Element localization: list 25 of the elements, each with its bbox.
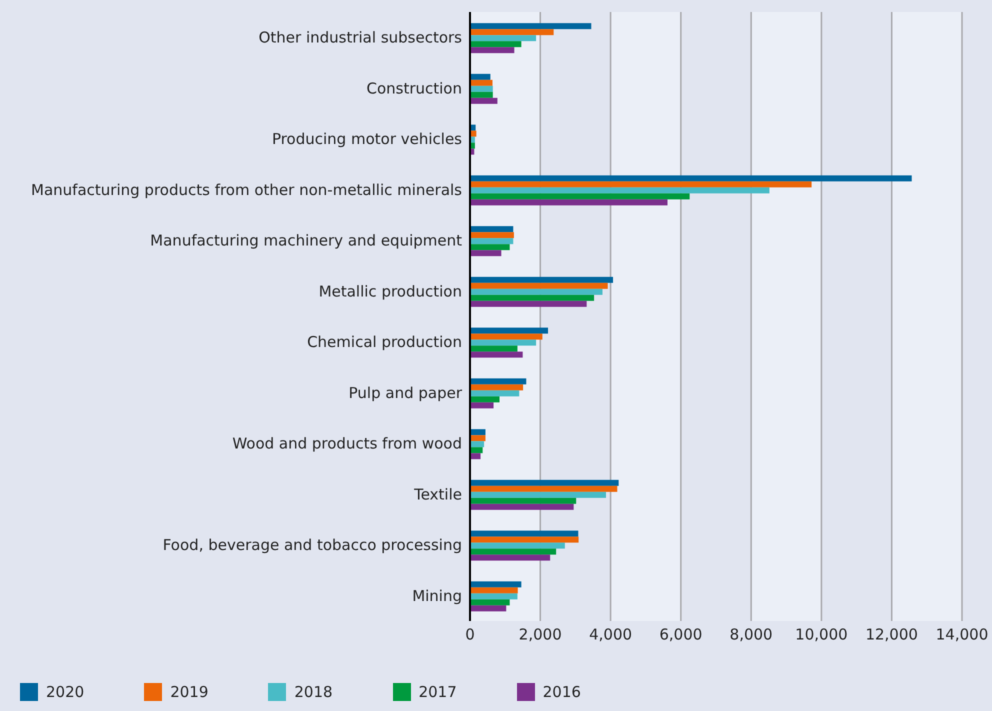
x-tick-label: 0: [465, 626, 475, 644]
legend-label: 2018: [294, 683, 333, 701]
x-tick-label: 14,000: [936, 626, 988, 644]
y-tick-label: Manufacturing products from other non-metallic minerals: [31, 180, 462, 199]
legend-label: 2020: [46, 683, 84, 701]
y-tick-label: Food, beverage and tobacco processing: [162, 536, 462, 554]
x-tick-label: 10,000: [795, 626, 848, 644]
x-tick-label: 6,000: [659, 626, 702, 644]
y-tick-label: Pulp and paper: [348, 384, 463, 402]
y-tick-label: Other industrial subsectors: [258, 28, 462, 47]
legend-label: 2017: [418, 683, 457, 701]
y-tick-label: Mining: [412, 586, 462, 605]
x-tick-label: 8,000: [730, 626, 773, 644]
y-tick-label: Textile: [413, 485, 462, 504]
legend-label: 2019: [170, 683, 208, 701]
y-tick-label: Manufacturing machinery and equipment: [150, 232, 462, 250]
x-tick-label: 12,000: [865, 626, 918, 644]
y-tick-label: Metallic production: [318, 282, 462, 300]
y-tick-label: Construction: [366, 79, 462, 98]
y-tick-label: Producing motor vehicles: [272, 130, 462, 148]
y-tick-label: Wood and products from wood: [232, 434, 462, 453]
x-tick-label: 2,000: [518, 626, 562, 644]
legend-label: 2016: [542, 683, 581, 701]
y-tick-label: Chemical production: [307, 333, 462, 352]
x-tick-label: 4,000: [589, 626, 632, 644]
